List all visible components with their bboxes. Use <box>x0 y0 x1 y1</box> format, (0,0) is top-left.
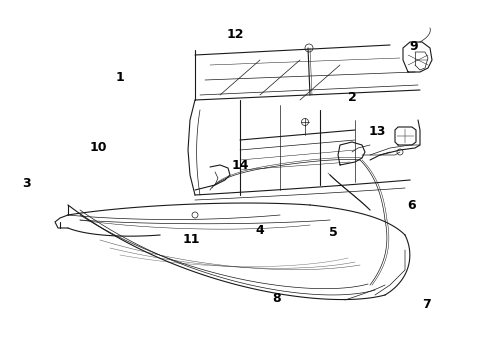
Text: 8: 8 <box>272 292 281 305</box>
Text: 12: 12 <box>226 28 244 41</box>
Text: 5: 5 <box>329 226 338 239</box>
Text: 13: 13 <box>368 125 386 138</box>
Text: 6: 6 <box>407 199 416 212</box>
Text: 4: 4 <box>255 224 264 237</box>
Text: 9: 9 <box>410 40 418 53</box>
Text: 7: 7 <box>422 298 431 311</box>
Text: 14: 14 <box>231 159 249 172</box>
Text: 2: 2 <box>348 91 357 104</box>
Text: 11: 11 <box>182 233 200 246</box>
Text: 1: 1 <box>116 71 124 84</box>
Text: 10: 10 <box>89 141 107 154</box>
Text: 3: 3 <box>23 177 31 190</box>
